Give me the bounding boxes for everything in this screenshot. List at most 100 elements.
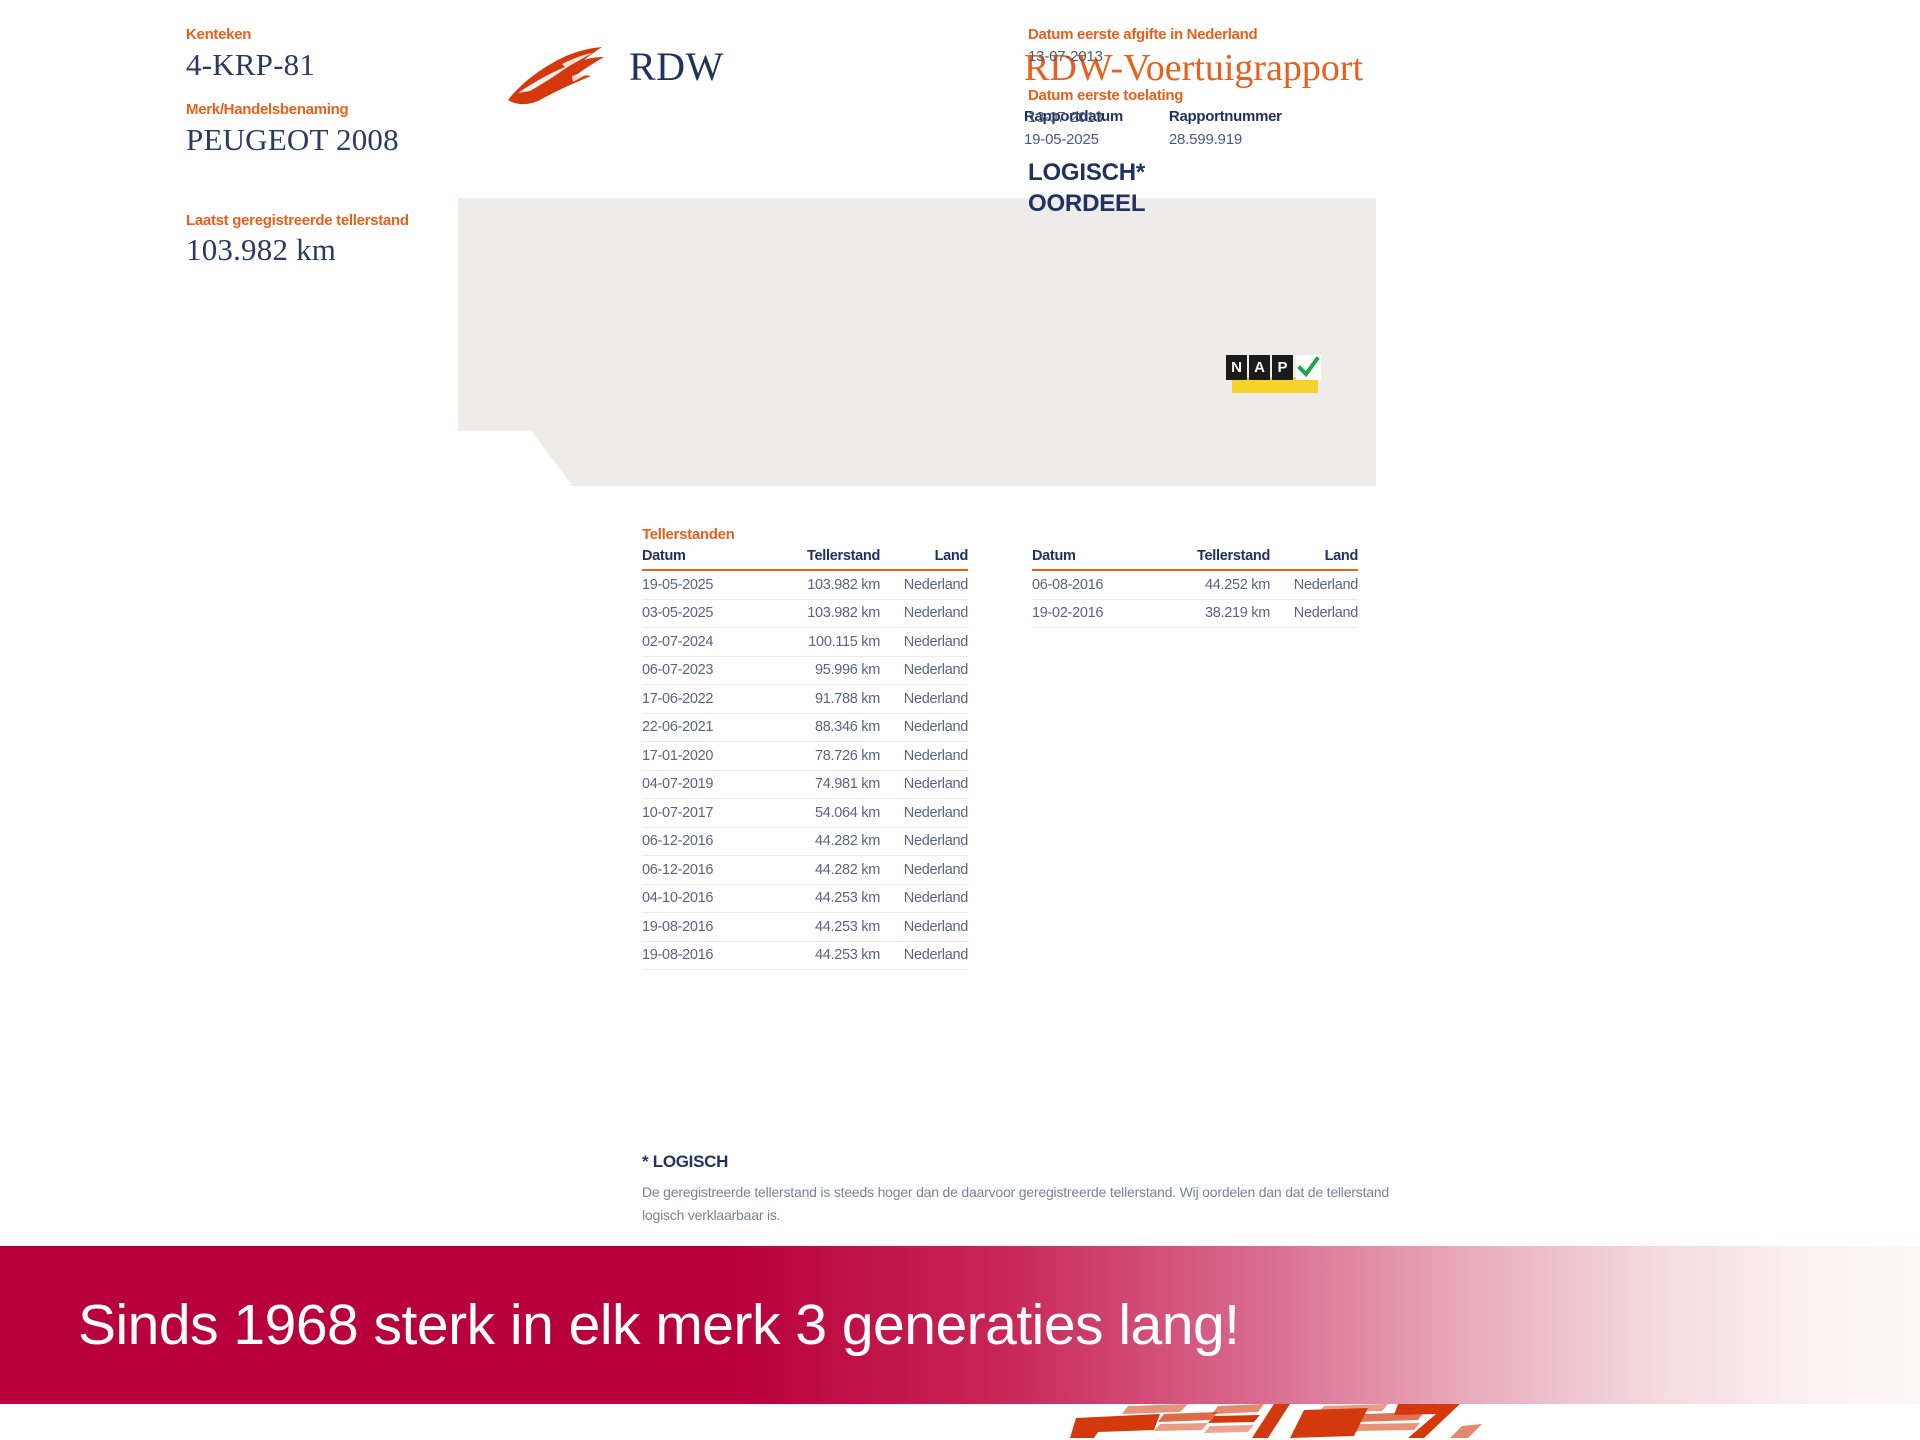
first-issue-date-label: Datum eerste afgifte in Nederland bbox=[1028, 26, 1258, 43]
cell-date: 19-05-2025 bbox=[642, 576, 714, 593]
last-odometer-label: Laatst geregistreerde tellerstand bbox=[186, 212, 409, 229]
cell-land: Nederland bbox=[903, 719, 969, 736]
col-header-datum: Datum bbox=[1032, 548, 1076, 564]
summary-left-column: Kenteken 4-KRP-81 Merk/Handelsbenaming P… bbox=[186, 26, 586, 176]
table-row: 06-07-2023 95.996 km Nederland bbox=[642, 657, 969, 685]
merk-value: PEUGEOT 2008 bbox=[186, 122, 399, 157]
report-number-block: Rapportnummer 28.599.919 bbox=[1169, 108, 1282, 148]
nap-letter-a: A bbox=[1249, 355, 1270, 380]
logisch-footnote: * LOGISCH De geregistreerde tellerstand … bbox=[642, 1152, 1402, 1226]
first-admission-date-label: Datum eerste toelating bbox=[1028, 87, 1184, 104]
cell-odometer: 44.253 km bbox=[814, 918, 880, 935]
cell-land: Nederland bbox=[903, 890, 969, 907]
col-header-datum: Datum bbox=[642, 548, 686, 564]
cell-land: Nederland bbox=[903, 918, 969, 935]
cell-land: Nederland bbox=[903, 662, 969, 679]
cell-land: Nederland bbox=[903, 605, 969, 622]
table-row: 19-02-2016 38.219 km Nederland bbox=[1032, 600, 1359, 628]
rdw-brand-block: RDW bbox=[500, 38, 724, 110]
first-issue-date-value: 13-07-2013 bbox=[1028, 48, 1103, 65]
cell-odometer: 44.252 km bbox=[1204, 576, 1270, 593]
cell-land: Nederland bbox=[903, 804, 969, 821]
footnote-title: * LOGISCH bbox=[642, 1152, 729, 1171]
cell-date: 04-10-2016 bbox=[642, 890, 714, 907]
table-row: 19-05-2025 103.982 km Nederland bbox=[642, 571, 968, 600]
tellerstanden-title: Tellerstanden bbox=[642, 526, 735, 543]
footnote-body: De geregistreerde tellerstand is steeds … bbox=[642, 1184, 1390, 1223]
cell-date: 19-08-2016 bbox=[642, 918, 714, 935]
cell-date: 19-08-2016 bbox=[642, 947, 714, 964]
cell-date: 22-06-2021 bbox=[642, 719, 714, 736]
cell-odometer: 44.253 km bbox=[814, 947, 880, 964]
promo-banner-text: Sinds 1968 sterk in elk merk 3 generatie… bbox=[78, 1293, 1240, 1357]
cell-odometer: 44.282 km bbox=[814, 833, 880, 850]
cell-odometer: 88.346 km bbox=[814, 719, 880, 736]
cell-land: Nederland bbox=[903, 861, 969, 878]
verdict-line-1: LOGISCH* bbox=[1028, 159, 1146, 186]
odometer-table-left-header: Datum Tellerstand Land bbox=[642, 548, 968, 571]
odometer-table-right-body: 06-08-2016 44.252 km Nederland 19-02-2016 38… bbox=[1032, 571, 1358, 628]
cell-odometer: 44.282 km bbox=[814, 861, 880, 878]
cell-odometer: 54.064 km bbox=[814, 804, 880, 821]
promo-banner: Sinds 1968 sterk in elk merk 3 generatie… bbox=[0, 1246, 1920, 1404]
odometer-table-left-body: 19-05-2025 103.982 km Nederland 03-05-2025 1… bbox=[642, 571, 968, 970]
report-title: RDW-Voertuigrapport bbox=[1024, 47, 1364, 89]
cell-land: Nederland bbox=[1293, 605, 1359, 622]
cell-odometer: 95.996 km bbox=[814, 662, 880, 679]
table-row: 19-08-2016 44.253 km Nederland bbox=[642, 913, 968, 942]
odometer-table-right: Datum Tellerstand Land 06-08-2016 44.252 … bbox=[1032, 548, 1358, 628]
report-number-value: 28.599.919 bbox=[1168, 131, 1242, 148]
cell-date: 02-07-2024 bbox=[642, 633, 714, 650]
cell-date: 06-08-2016 bbox=[1032, 576, 1104, 593]
table-row: 04-10-2016 44.253 km Nederland bbox=[642, 885, 969, 913]
report-date-block: Rapportdatum 19-05-2025 bbox=[1024, 108, 1123, 148]
cell-land: Nederland bbox=[903, 833, 969, 850]
table-row: 22-06-2021 88.346 km Nederland bbox=[642, 714, 969, 742]
cell-land: Nederland bbox=[903, 747, 969, 764]
verdict-line-2: OORDEEL bbox=[1028, 189, 1146, 217]
cell-land: Nederland bbox=[903, 690, 969, 707]
document-header: RDW RDW-Voertuigrapport Rapportdatum 19-… bbox=[0, 0, 1920, 180]
cell-odometer: 74.981 km bbox=[814, 776, 880, 793]
cell-odometer: 78.726 km bbox=[814, 747, 880, 764]
report-date-value: 19-05-2025 bbox=[1024, 131, 1099, 148]
cell-land: Nederland bbox=[903, 576, 969, 593]
table-row: 19-08-2016 44.253 km Nederland bbox=[642, 942, 969, 970]
cell-land: Nederland bbox=[903, 776, 969, 793]
report-meta: Rapportdatum 19-05-2025 Rapportnummer 28… bbox=[1024, 108, 1328, 148]
verdict-badge: LOGISCH* OORDEEL bbox=[1028, 158, 1145, 219]
col-header-land: Land bbox=[1324, 548, 1359, 564]
table-row: 06-12-2016 44.282 km Nederland bbox=[642, 856, 968, 885]
cell-land: Nederland bbox=[903, 947, 969, 964]
cell-land: Nederland bbox=[1293, 576, 1359, 593]
col-header-tellerstand: Tellerstand bbox=[1197, 548, 1270, 564]
cell-odometer: 38.219 km bbox=[1204, 605, 1270, 622]
table-row: 03-05-2025 103.982 km Nederland bbox=[642, 600, 969, 628]
nap-letter-tiles: N A P bbox=[1226, 355, 1321, 380]
summary-right-column: Datum eerste afgifte in Nederland 13-07-… bbox=[1028, 26, 1368, 148]
cell-odometer: 103.982 km bbox=[807, 576, 880, 593]
kenteken-value: 4-KRP-81 bbox=[186, 47, 316, 82]
last-odometer-value: 103.982 km bbox=[186, 232, 337, 267]
first-admission-date-value: 13-07-2013 bbox=[1028, 109, 1103, 126]
cell-date: 03-05-2025 bbox=[642, 605, 714, 622]
cell-odometer: 100.115 km bbox=[808, 633, 880, 650]
odometer-table-left: Datum Tellerstand Land 19-05-2025 103.982… bbox=[642, 548, 968, 970]
cell-date: 06-12-2016 bbox=[642, 833, 714, 850]
table-row: 02-07-2024 100.115 km Nederland bbox=[642, 628, 968, 657]
odometer-table-right-header: Datum Tellerstand Land bbox=[1032, 548, 1358, 571]
table-row: 06-12-2016 44.282 km Nederland bbox=[642, 828, 969, 856]
col-header-tellerstand: Tellerstand bbox=[807, 548, 880, 564]
dealer-speedlines-logo-icon bbox=[1068, 1404, 1488, 1440]
cell-date: 17-01-2020 bbox=[642, 747, 714, 764]
table-row: 06-08-2016 44.252 km Nederland bbox=[1032, 571, 1358, 600]
table-row: 04-07-2019 74.981 km Nederland bbox=[642, 771, 969, 799]
vehicle-summary-panel bbox=[458, 198, 1376, 486]
cell-odometer: 44.253 km bbox=[814, 890, 880, 907]
table-row: 17-06-2022 91.788 km Nederland bbox=[642, 685, 968, 714]
cell-odometer: 91.788 km bbox=[814, 690, 880, 707]
nap-yellow-bar bbox=[1232, 377, 1318, 393]
cell-date: 04-07-2019 bbox=[642, 776, 714, 793]
report-date-label: Rapportdatum bbox=[1024, 108, 1123, 125]
